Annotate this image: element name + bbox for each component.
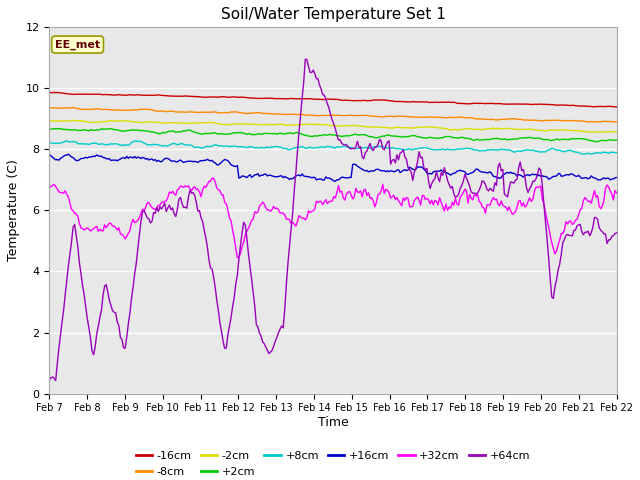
Legend: -16cm, -8cm, -2cm, +2cm, +8cm, +16cm, +32cm, +64cm: -16cm, -8cm, -2cm, +2cm, +8cm, +16cm, +3… <box>131 447 534 480</box>
X-axis label: Time: Time <box>317 416 348 429</box>
Title: Soil/Water Temperature Set 1: Soil/Water Temperature Set 1 <box>221 7 445 22</box>
Text: EE_met: EE_met <box>55 39 100 50</box>
Y-axis label: Temperature (C): Temperature (C) <box>7 159 20 262</box>
